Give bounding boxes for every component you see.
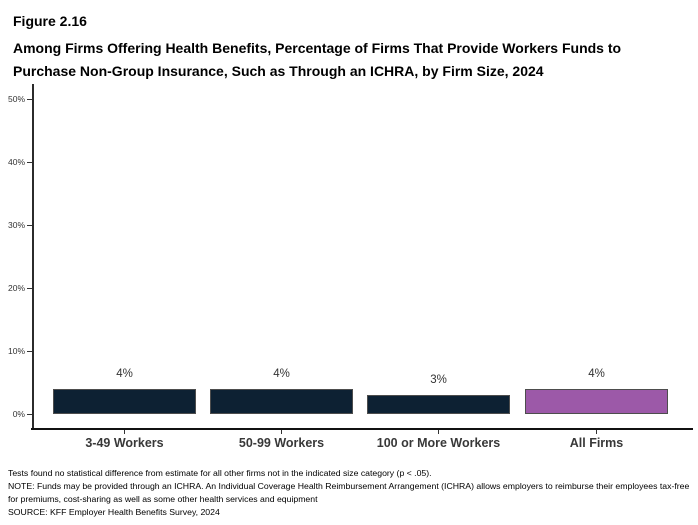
y-tick-label: 20%: [7, 283, 25, 293]
bar-3-49-workers: [53, 389, 196, 414]
bar-value-label: 3%: [430, 374, 447, 386]
category-label: All Firms: [569, 436, 624, 450]
bar-value-label: 4%: [273, 368, 290, 380]
footnote-tests: Tests found no statistical difference fr…: [8, 468, 432, 478]
y-tick-label: 30%: [7, 220, 25, 230]
figure-title: Among Firms Offering Health Benefits, Pe…: [13, 37, 685, 83]
footnotes: Tests found no statistical difference fr…: [8, 467, 694, 519]
bar-all-firms: [525, 389, 668, 414]
figure-title-line-1: Among Firms Offering Health Benefits, Pe…: [13, 40, 622, 56]
y-tick-mark: [27, 161, 32, 163]
figure-title-line-2: Purchase Non-Group Insurance, Such as Th…: [13, 63, 544, 79]
bar-value-label: 4%: [116, 368, 133, 380]
y-tick-label: 0%: [12, 409, 25, 419]
bar-value-label: 4%: [588, 368, 605, 380]
figure-number: Figure 2.16: [13, 13, 87, 29]
y-tick-label: 50%: [7, 94, 25, 104]
category-label: 50-99 Workers: [238, 436, 325, 450]
x-axis-line: [31, 428, 693, 430]
y-tick-label: 10%: [7, 346, 25, 356]
x-tick-mark: [438, 430, 439, 434]
y-tick-label: 40%: [7, 157, 25, 167]
bar-50-99-workers: [210, 389, 353, 414]
category-label: 3-49 Workers: [85, 436, 164, 450]
y-tick-mark: [27, 98, 32, 100]
x-tick-mark: [281, 430, 282, 434]
footnote-source: SOURCE: KFF Employer Health Benefits Sur…: [8, 506, 220, 517]
y-tick-mark: [27, 287, 32, 289]
x-tick-mark: [596, 430, 597, 434]
y-tick-mark: [27, 350, 32, 352]
y-tick-mark: [27, 224, 32, 226]
footnote-note: NOTE: Funds may be provided through an I…: [8, 480, 690, 504]
bar-100-or-more-workers: [367, 395, 510, 414]
y-tick-mark: [27, 413, 32, 415]
x-tick-mark: [124, 430, 125, 434]
y-axis-line: [32, 84, 34, 430]
category-label: 100 or More Workers: [376, 436, 501, 450]
